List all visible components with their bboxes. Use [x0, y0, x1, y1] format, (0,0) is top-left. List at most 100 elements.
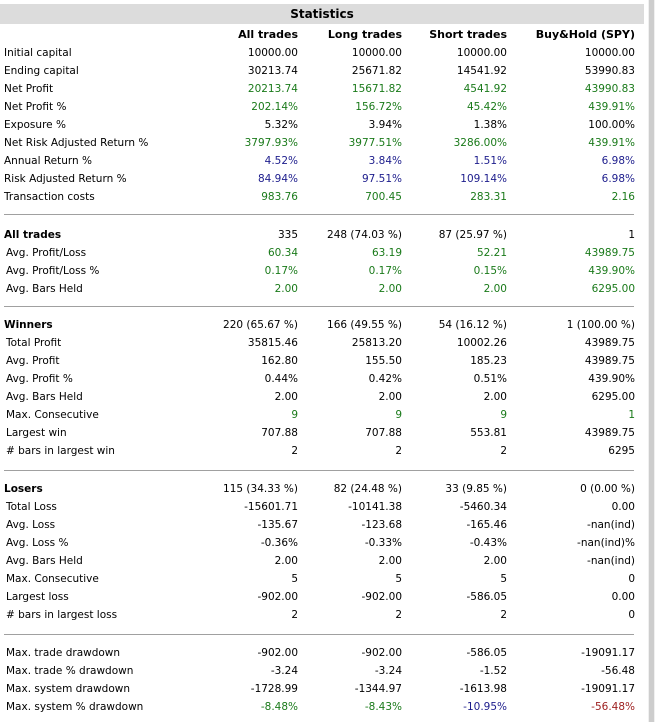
cell-value: -nan(ind): [587, 555, 635, 567]
cell-value: -0.33%: [364, 537, 402, 549]
row-label: Max. Consecutive: [6, 573, 99, 585]
row-label: Net Risk Adjusted Return %: [4, 137, 149, 149]
row-label: Winners: [4, 319, 53, 331]
cell-value: -586.05: [466, 591, 507, 603]
table-row: Total Loss -15601.71 -10141.38 -5460.34 0.00: [0, 498, 644, 516]
row-label: Avg. Bars Held: [6, 555, 83, 567]
cell-value: 3.84%: [368, 155, 402, 167]
cell-value: 43990.83: [584, 83, 635, 95]
cell-value: -nan(ind): [587, 519, 635, 531]
cell-value: 9: [395, 409, 402, 421]
row-label: Net Profit: [4, 83, 54, 95]
cell-value: 0.00: [611, 501, 635, 513]
table-row: Annual Return % 4.52% 3.84% 1.51% 6.98%: [0, 152, 644, 170]
row-label: Avg. Loss: [6, 519, 56, 531]
cell-value: 4541.92: [463, 83, 507, 95]
cell-value: 2.16: [611, 191, 635, 203]
row-label: Avg. Profit/Loss: [6, 247, 87, 259]
cell-value: 0.51%: [473, 373, 507, 385]
cell-value: -1728.99: [250, 683, 298, 695]
row-label: Losers: [4, 483, 43, 495]
table-row: Losers 115 (34.33 %) 82 (24.48 %) 33 (9.85 …: [0, 480, 644, 498]
cell-value: -135.67: [257, 519, 298, 531]
cell-value: 35815.46: [247, 337, 298, 349]
vertical-scrollbar[interactable]: [648, 0, 655, 722]
column-header-buy-hold: Buy&Hold (SPY): [535, 28, 635, 41]
cell-value: -19091.17: [581, 683, 635, 695]
cell-value: 43989.75: [584, 337, 635, 349]
cell-value: 439.90%: [588, 373, 635, 385]
cell-value: 1: [628, 409, 635, 421]
cell-value: -3.24: [374, 665, 402, 677]
cell-value: 155.50: [365, 355, 402, 367]
cell-value: 248 (74.03 %): [327, 229, 402, 241]
cell-value: -56.48%: [591, 701, 635, 713]
cell-value: 10000.00: [351, 47, 402, 59]
cell-value: 4.52%: [264, 155, 298, 167]
table-row: Max. system % drawdown -8.48% -8.43% -10.95…: [0, 698, 644, 716]
cell-value: -1.52: [479, 665, 507, 677]
cell-value: 10002.26: [456, 337, 507, 349]
cell-value: -19091.17: [581, 647, 635, 659]
row-label: Avg. Profit: [6, 355, 60, 367]
cell-value: 30213.74: [247, 65, 298, 77]
row-label: Max. system drawdown: [6, 683, 131, 695]
row-label: Total Loss: [6, 501, 57, 513]
row-label: Avg. Bars Held: [6, 283, 83, 295]
cell-value: 1: [628, 229, 635, 241]
table-row: All trades 335 248 (74.03 %) 87 (25.97 %) 1: [0, 226, 644, 244]
section-divider: [4, 634, 634, 635]
cell-value: 2.00: [483, 391, 507, 403]
row-label: Largest loss: [6, 591, 69, 603]
column-headers: All trades Long trades Short trades Buy&…: [0, 26, 644, 44]
cell-value: 1 (100.00 %): [566, 319, 635, 331]
cell-value: 2.00: [378, 391, 402, 403]
row-label: Total Profit: [6, 337, 62, 349]
cell-value: -10.95%: [463, 701, 507, 713]
cell-value: -902.00: [361, 647, 402, 659]
section-divider: [4, 214, 634, 215]
row-label: # bars in largest loss: [6, 609, 118, 621]
cell-value: 87 (25.97 %): [438, 229, 507, 241]
cell-value: 700.45: [365, 191, 402, 203]
row-label: Net Profit %: [4, 101, 67, 113]
cell-value: 0 (0.00 %): [580, 483, 635, 495]
cell-value: 185.23: [470, 355, 507, 367]
cell-value: 63.19: [371, 247, 402, 259]
cell-value: 3.94%: [368, 119, 402, 131]
row-label: Initial capital: [4, 47, 72, 59]
table-row: Avg. Bars Held 2.00 2.00 2.00 6295.00: [0, 388, 644, 406]
cell-value: 10000.00: [247, 47, 298, 59]
cell-value: 0: [628, 609, 635, 621]
cell-value: 3977.51%: [348, 137, 402, 149]
row-label: Largest win: [6, 427, 67, 439]
cell-value: 25813.20: [351, 337, 402, 349]
cell-value: 2: [500, 445, 507, 457]
cell-value: 6295.00: [591, 391, 635, 403]
cell-value: -15601.71: [244, 501, 298, 513]
row-label: Avg. Loss %: [6, 537, 69, 549]
cell-value: 162.80: [261, 355, 298, 367]
cell-value: 2.00: [274, 391, 298, 403]
scrollbar-thumb[interactable]: [649, 0, 654, 722]
table-row: Net Profit % 202.14% 156.72% 45.42% 439.91%: [0, 98, 644, 116]
table-row: Max. trade % drawdown -3.24 -3.24 -1.52 -56.…: [0, 662, 644, 680]
cell-value: 115 (34.33 %): [223, 483, 298, 495]
cell-value: 5: [500, 573, 507, 585]
cell-value: 983.76: [261, 191, 298, 203]
cell-value: 5: [395, 573, 402, 585]
cell-value: 54 (16.12 %): [438, 319, 507, 331]
section-divider: [4, 470, 634, 471]
row-label: Max. Consecutive: [6, 409, 99, 421]
table-row: Exposure % 5.32% 3.94% 1.38% 100.00%: [0, 116, 644, 134]
cell-value: 1.38%: [473, 119, 507, 131]
cell-value: 553.81: [470, 427, 507, 439]
cell-value: 6295: [608, 445, 635, 457]
cell-value: 43989.75: [584, 247, 635, 259]
cell-value: 43989.75: [584, 427, 635, 439]
row-label: Avg. Profit/Loss %: [6, 265, 100, 277]
column-header-short-trades: Short trades: [429, 28, 507, 41]
cell-value: 20213.74: [247, 83, 298, 95]
cell-value: 82 (24.48 %): [333, 483, 402, 495]
